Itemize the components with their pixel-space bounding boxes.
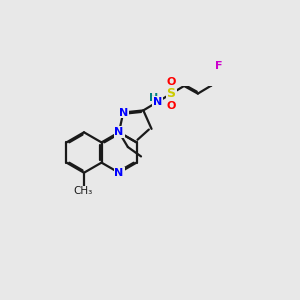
Text: CH₃: CH₃ — [74, 186, 93, 196]
Text: N: N — [153, 97, 162, 107]
Text: N: N — [114, 168, 124, 178]
Text: O: O — [167, 101, 176, 111]
Text: S: S — [167, 87, 176, 100]
Text: N: N — [114, 127, 124, 137]
Text: O: O — [167, 76, 176, 87]
Text: F: F — [215, 61, 223, 70]
Text: H: H — [148, 93, 158, 103]
Text: N: N — [118, 107, 128, 118]
